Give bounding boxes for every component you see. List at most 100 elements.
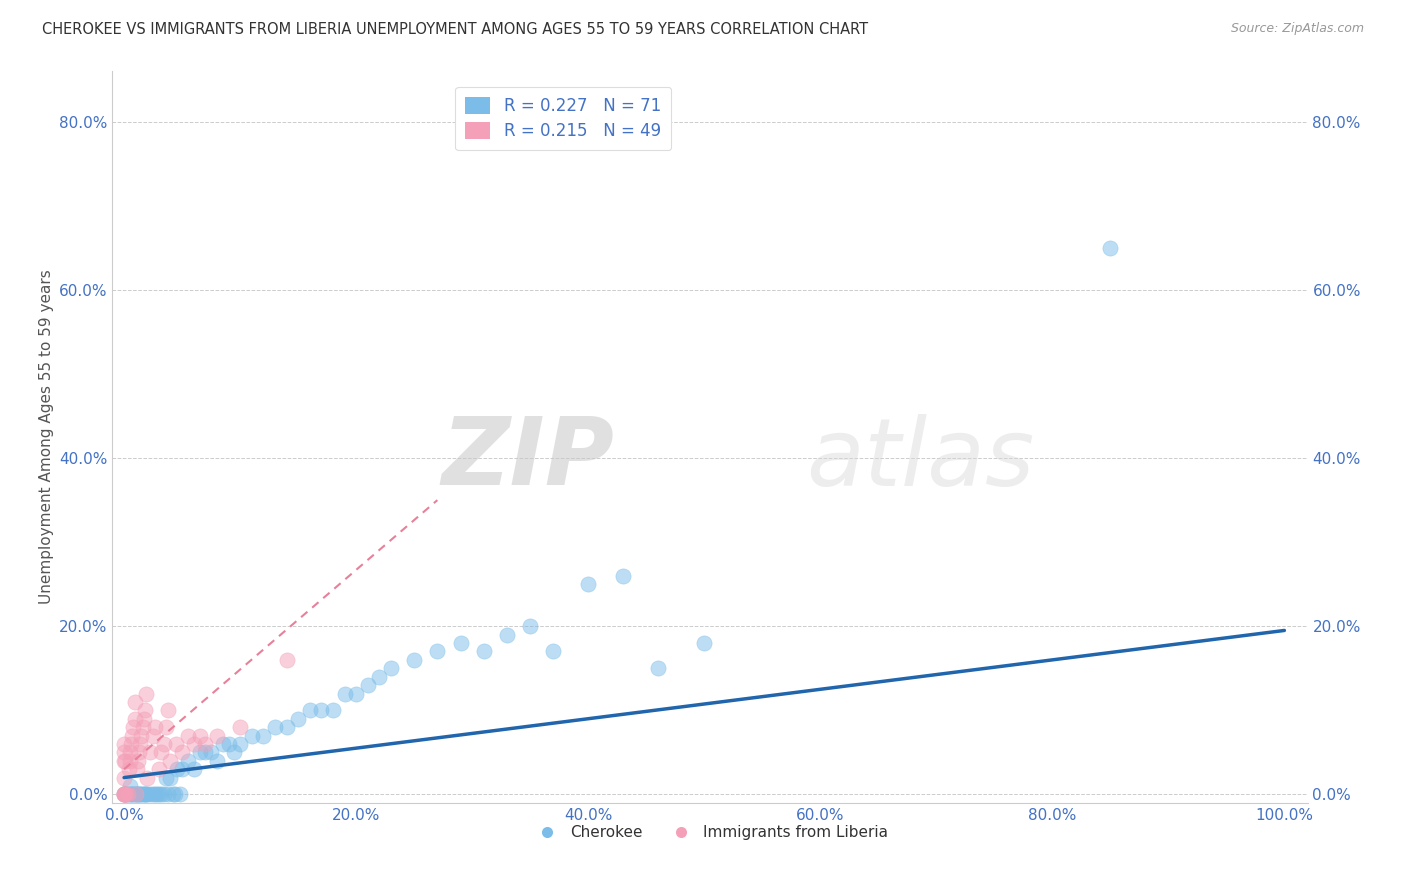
Point (129, 788, 152, 802)
Point (132, 788, 155, 802)
Point (125, 788, 148, 802)
Point (112, 771, 135, 785)
Point (118, 745, 141, 759)
Point (276, 720, 298, 734)
Point (112, 737, 135, 751)
Point (125, 788, 148, 802)
Point (218, 737, 240, 751)
Point (152, 737, 174, 751)
Point (183, 762, 205, 776)
Point (194, 745, 217, 759)
Point (148, 762, 170, 776)
Point (118, 762, 141, 776)
Point (426, 644, 449, 658)
Point (135, 686, 157, 700)
Point (118, 754, 141, 768)
Point (205, 754, 228, 768)
Point (311, 703, 333, 717)
Point (380, 661, 402, 675)
Point (194, 737, 217, 751)
Point (200, 745, 222, 759)
Point (121, 788, 143, 802)
Point (287, 712, 309, 726)
Point (162, 788, 184, 802)
Point (1099, 241, 1122, 255)
Point (122, 788, 145, 802)
Point (172, 745, 194, 759)
Point (183, 737, 205, 751)
Point (496, 627, 519, 641)
Point (134, 703, 156, 717)
Point (112, 788, 135, 802)
Point (136, 788, 159, 802)
Point (129, 737, 152, 751)
Point (114, 788, 136, 802)
Point (368, 670, 391, 684)
Point (118, 788, 141, 802)
Point (145, 788, 167, 802)
Point (145, 720, 167, 734)
Point (112, 788, 135, 802)
Point (264, 720, 287, 734)
Point (188, 729, 211, 743)
Point (124, 695, 146, 709)
Point (155, 771, 177, 785)
Point (145, 788, 167, 802)
Point (118, 779, 141, 793)
Point (322, 703, 344, 717)
Point (177, 729, 200, 743)
Point (127, 788, 149, 802)
Point (211, 737, 233, 751)
Point (131, 788, 153, 802)
Point (252, 729, 274, 743)
Point (152, 788, 174, 802)
Point (155, 720, 177, 734)
Point (693, 636, 716, 650)
Y-axis label: Unemployment Among Ages 55 to 59 years: Unemployment Among Ages 55 to 59 years (38, 269, 53, 605)
Point (128, 788, 150, 802)
Point (114, 754, 136, 768)
Point (344, 686, 367, 700)
Point (131, 729, 153, 743)
Point (128, 745, 150, 759)
Point (612, 569, 634, 583)
Text: ZIP: ZIP (441, 413, 614, 505)
Point (165, 737, 187, 751)
Point (357, 678, 380, 692)
Point (229, 720, 252, 734)
Point (333, 686, 356, 700)
Point (276, 653, 298, 667)
Point (205, 729, 228, 743)
Point (125, 788, 148, 802)
Point (150, 788, 173, 802)
Point (472, 644, 495, 658)
Point (142, 788, 165, 802)
Point (150, 745, 173, 759)
Text: Source: ZipAtlas.com: Source: ZipAtlas.com (1230, 22, 1364, 36)
Point (138, 788, 160, 802)
Point (157, 788, 180, 802)
Point (112, 745, 135, 759)
Point (120, 788, 142, 802)
Point (142, 729, 165, 743)
Point (121, 729, 143, 743)
Point (647, 661, 669, 675)
Text: CHEROKEE VS IMMIGRANTS FROM LIBERIA UNEMPLOYMENT AMONG AGES 55 TO 59 YEARS CORRE: CHEROKEE VS IMMIGRANTS FROM LIBERIA UNEM… (42, 22, 869, 37)
Point (112, 754, 135, 768)
Point (165, 788, 187, 802)
Point (157, 703, 180, 717)
Point (450, 636, 472, 650)
Point (172, 762, 194, 776)
Point (138, 745, 160, 759)
Point (169, 788, 191, 802)
Point (132, 712, 155, 726)
Point (159, 771, 181, 785)
Point (298, 703, 321, 717)
Point (112, 788, 135, 802)
Point (159, 754, 181, 768)
Point (120, 737, 142, 751)
Point (136, 771, 159, 785)
Point (112, 788, 135, 802)
Point (576, 577, 599, 591)
Point (117, 788, 139, 802)
